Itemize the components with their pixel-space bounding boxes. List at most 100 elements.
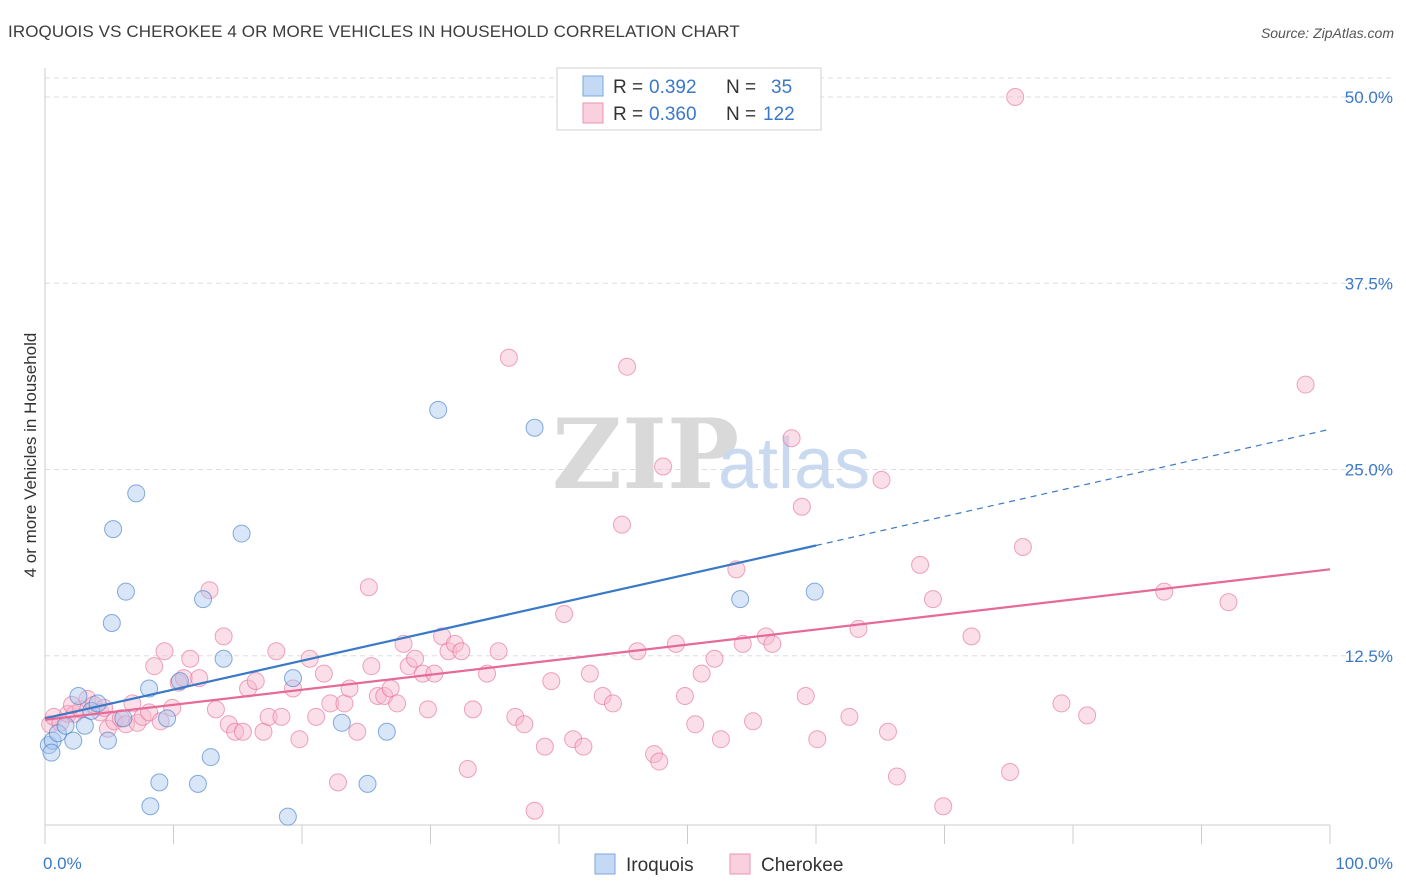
point-cherokee xyxy=(574,737,593,756)
y-tick-label: 37.5% xyxy=(1345,274,1393,293)
point-iroquois xyxy=(358,774,377,793)
point-cherokee xyxy=(692,664,711,683)
point-cherokee xyxy=(284,679,303,698)
point-iroquois xyxy=(116,582,135,601)
point-cherokee xyxy=(259,707,278,726)
point-cherokee xyxy=(1219,593,1238,612)
point-iroquois xyxy=(64,731,83,750)
point-cherokee xyxy=(618,357,637,376)
point-iroquois xyxy=(42,743,61,762)
point-cherokee xyxy=(934,797,953,816)
point-iroquois xyxy=(214,649,233,668)
point-cherokee xyxy=(878,722,897,741)
point-cherokee xyxy=(887,767,906,786)
point-cherokee xyxy=(711,730,730,749)
point-iroquois xyxy=(525,418,544,437)
point-cherokee xyxy=(686,715,705,734)
point-cherokee xyxy=(1013,537,1032,556)
point-cherokee xyxy=(506,707,525,726)
point-cherokee xyxy=(792,497,811,516)
point-cherokee xyxy=(796,686,815,705)
point-cherokee xyxy=(200,581,219,600)
point-cherokee xyxy=(1296,375,1315,394)
point-cherokee xyxy=(525,801,544,820)
point-iroquois xyxy=(805,582,824,601)
point-cherokee xyxy=(62,695,81,714)
point-cherokee xyxy=(612,515,631,534)
legend-swatch-cherokee xyxy=(582,102,604,124)
point-cherokee xyxy=(542,672,561,691)
trend-extension-iroquois xyxy=(815,428,1331,547)
point-iroquois xyxy=(194,590,213,609)
point-cherokee xyxy=(1001,762,1020,781)
trend-lines xyxy=(44,428,1331,721)
point-cherokee xyxy=(328,773,347,792)
axes xyxy=(44,68,1331,844)
point-cherokee xyxy=(808,730,827,749)
point-cherokee xyxy=(515,715,534,734)
point-cherokee xyxy=(535,737,554,756)
chart-title: IROQUOIS VS CHEROKEE 4 OR MORE VEHICLES … xyxy=(8,22,740,41)
point-cherokee xyxy=(1052,694,1071,713)
point-cherokee xyxy=(1155,582,1174,601)
point-iroquois xyxy=(127,484,146,503)
point-cherokee xyxy=(872,470,891,489)
point-cherokee xyxy=(654,457,673,476)
trend-line-iroquois xyxy=(44,544,817,720)
legend-n-label: N = xyxy=(726,77,756,98)
point-iroquois xyxy=(377,722,396,741)
point-cherokee xyxy=(219,715,238,734)
point-cherokee xyxy=(359,578,378,597)
point-cherokee xyxy=(267,642,286,661)
point-cherokee xyxy=(593,686,612,705)
point-cherokee xyxy=(675,686,694,705)
point-cherokee xyxy=(1078,706,1097,725)
y-axis-title: 4 or more Vehicles in Household xyxy=(21,333,40,578)
point-cherokee xyxy=(782,429,801,448)
point-cherokee xyxy=(445,634,464,653)
point-cherokee xyxy=(181,649,200,668)
point-iroquois xyxy=(141,797,160,816)
legend-r-label: R = xyxy=(613,77,643,98)
point-cherokee xyxy=(489,642,508,661)
point-iroquois xyxy=(98,731,117,750)
point-cherokee xyxy=(580,664,599,683)
correlation-legend: R = 0.392 N = 35 R = 0.360 N = 122 xyxy=(556,67,822,131)
y-tick-labels: 12.5% 25.0% 37.5% 50.0% xyxy=(1345,88,1393,666)
point-cherokee xyxy=(666,634,685,653)
legend-swatch-cherokee xyxy=(729,853,751,875)
point-cherokee xyxy=(214,627,233,646)
point-cherokee xyxy=(911,555,930,574)
legend-swatch-iroquois xyxy=(582,75,604,97)
point-cherokee xyxy=(439,642,458,661)
x-tick-label: 0.0% xyxy=(43,854,82,873)
point-iroquois xyxy=(56,716,75,735)
point-cherokee xyxy=(923,590,942,609)
point-cherokee xyxy=(307,707,326,726)
point-cherokee xyxy=(272,707,291,726)
point-cherokee xyxy=(362,657,381,676)
point-cherokee xyxy=(1006,88,1025,106)
data-points xyxy=(39,88,1315,826)
point-iroquois xyxy=(104,520,123,539)
legend-n-value: 35 xyxy=(771,77,792,98)
y-tick-label: 25.0% xyxy=(1345,461,1393,480)
point-iroquois xyxy=(170,672,189,691)
watermark-zip: ZIP xyxy=(552,398,739,511)
point-cherokee xyxy=(155,642,174,661)
point-cherokee xyxy=(233,722,252,741)
point-iroquois xyxy=(284,669,303,688)
point-cherokee xyxy=(206,700,225,719)
series-legend: Iroquois Cherokee xyxy=(594,853,843,876)
trend-line-cherokee xyxy=(44,568,1331,721)
point-cherokee xyxy=(406,649,425,668)
point-cherokee xyxy=(418,700,437,719)
point-iroquois xyxy=(140,679,159,698)
point-cherokee xyxy=(128,713,147,732)
point-iroquois xyxy=(232,524,251,543)
watermark-atlas: atlas xyxy=(718,424,870,504)
point-cherokee xyxy=(763,634,782,653)
point-iroquois xyxy=(429,400,448,419)
x-tick-label: 100.0% xyxy=(1335,854,1393,873)
